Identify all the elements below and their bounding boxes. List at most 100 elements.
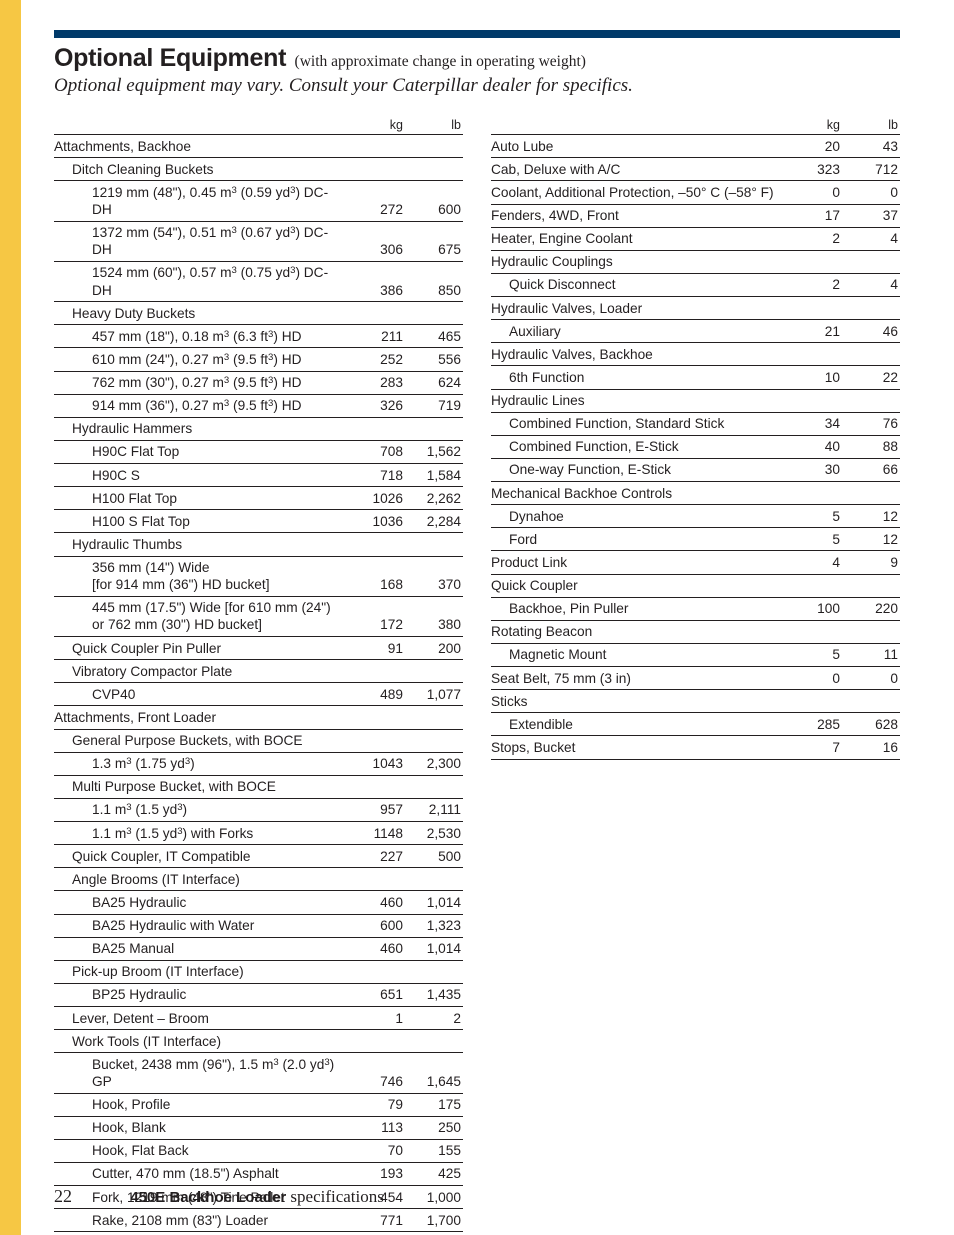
row-lb: 0 <box>842 667 900 690</box>
row-label: 1.1 m3 (1.5 yd3) <box>54 798 347 821</box>
section-subtitle: (with approximate change in operating we… <box>295 53 586 70</box>
table-header-kg: kg <box>347 115 405 135</box>
table-row: 1.1 m3 (1.5 yd3) with Forks11482,530 <box>54 822 463 845</box>
table-row: Dynahoe512 <box>491 505 900 528</box>
row-kg <box>347 302 405 325</box>
table-row: Ditch Cleaning Buckets <box>54 158 463 181</box>
table-row: Quick Coupler <box>491 574 900 597</box>
row-kg: 193 <box>347 1162 405 1185</box>
row-lb: 43 <box>842 135 900 158</box>
table-header-kg: kg <box>784 115 842 135</box>
row-kg <box>784 574 842 597</box>
table-row: Combined Function, Standard Stick3476 <box>491 412 900 435</box>
row-lb: 1,014 <box>405 891 463 914</box>
row-lb <box>842 343 900 366</box>
row-kg: 2 <box>784 227 842 250</box>
right-column: kglbAuto Lube2043Cab, Deluxe with A/C323… <box>491 115 900 1235</box>
row-lb: 76 <box>842 412 900 435</box>
row-lb: 88 <box>842 435 900 458</box>
table-row: Hydraulic Valves, Loader <box>491 297 900 320</box>
row-label: Hydraulic Valves, Backhoe <box>491 343 784 366</box>
row-label: Cab, Deluxe with A/C <box>491 158 784 181</box>
row-kg: 21 <box>784 320 842 343</box>
row-label: Magnetic Mount <box>491 643 784 666</box>
row-kg: 34 <box>784 412 842 435</box>
row-kg <box>347 158 405 181</box>
row-kg: 1036 <box>347 510 405 533</box>
table-row: Quick Coupler, IT Compatible227500 <box>54 845 463 868</box>
table-row: CVP404891,077 <box>54 683 463 706</box>
row-kg <box>347 660 405 683</box>
row-label: Vibratory Compactor Plate <box>54 660 347 683</box>
row-lb: 2,262 <box>405 487 463 510</box>
table-row: Mechanical Backhoe Controls <box>491 482 900 505</box>
table-row: 445 mm (17.5") Wide [for 610 mm (24")or … <box>54 596 463 636</box>
row-label: Quick Coupler <box>491 574 784 597</box>
table-row: Angle Brooms (IT Interface) <box>54 868 463 891</box>
row-label: Bucket, 2438 mm (96"), 1.5 m3 (2.0 yd3) … <box>54 1053 347 1093</box>
row-label: Quick Coupler Pin Puller <box>54 637 347 660</box>
row-label: 914 mm (36"), 0.27 m3 (9.5 ft3) HD <box>54 394 347 417</box>
row-label: Product Link <box>491 551 784 574</box>
row-kg: 460 <box>347 937 405 960</box>
row-lb: 11 <box>842 643 900 666</box>
row-lb: 66 <box>842 458 900 481</box>
row-lb <box>405 302 463 325</box>
row-label: Backhoe, Pin Puller <box>491 597 784 620</box>
table-row: Heavy Duty Buckets <box>54 302 463 325</box>
table-row: 6th Function1022 <box>491 366 900 389</box>
row-label: H100 S Flat Top <box>54 510 347 533</box>
row-lb: 500 <box>405 845 463 868</box>
row-lb: 22 <box>842 366 900 389</box>
table-row: Sticks <box>491 690 900 713</box>
row-kg <box>347 729 405 752</box>
row-lb: 175 <box>405 1093 463 1116</box>
row-kg: 5 <box>784 528 842 551</box>
row-kg: 386 <box>347 261 405 301</box>
row-lb: 465 <box>405 325 463 348</box>
table-row: Hydraulic Couplings <box>491 250 900 273</box>
row-label: Multi Purpose Bucket, with BOCE <box>54 775 347 798</box>
row-label: Rotating Beacon <box>491 620 784 643</box>
row-kg: 70 <box>347 1139 405 1162</box>
table-row: Cutter, 470 mm (18.5") Asphalt193425 <box>54 1162 463 1185</box>
row-label: 1372 mm (54"), 0.51 m3 (0.67 yd3) DC-DH <box>54 221 347 261</box>
row-label: H90C S <box>54 464 347 487</box>
row-label: 445 mm (17.5") Wide [for 610 mm (24")or … <box>54 596 347 636</box>
row-label: H100 Flat Top <box>54 487 347 510</box>
row-lb: 12 <box>842 505 900 528</box>
row-kg: 746 <box>347 1053 405 1093</box>
row-lb: 12 <box>842 528 900 551</box>
row-kg: 5 <box>784 643 842 666</box>
row-label: Work Tools (IT Interface) <box>54 1030 347 1053</box>
row-label: BA25 Manual <box>54 937 347 960</box>
row-kg: 20 <box>784 135 842 158</box>
table-row: Auxiliary2146 <box>491 320 900 343</box>
table-row: 457 mm (18"), 0.18 m3 (6.3 ft3) HD211465 <box>54 325 463 348</box>
table-row: Quick Disconnect24 <box>491 273 900 296</box>
table-header-spacer <box>54 115 347 135</box>
row-label: Ditch Cleaning Buckets <box>54 158 347 181</box>
row-kg <box>347 135 405 158</box>
row-kg <box>347 533 405 556</box>
row-kg <box>784 250 842 273</box>
equipment-table-left: kglbAttachments, BackhoeDitch Cleaning B… <box>54 115 463 1235</box>
row-label: 457 mm (18"), 0.18 m3 (6.3 ft3) HD <box>54 325 347 348</box>
table-row: Product Link49 <box>491 551 900 574</box>
row-kg: 771 <box>347 1209 405 1232</box>
row-kg <box>347 868 405 891</box>
row-lb <box>405 868 463 891</box>
row-lb <box>842 482 900 505</box>
table-row: Heater, Engine Coolant24 <box>491 227 900 250</box>
row-kg: 283 <box>347 371 405 394</box>
row-label: 762 mm (30"), 0.27 m3 (9.5 ft3) HD <box>54 371 347 394</box>
row-label: Hook, Flat Back <box>54 1139 347 1162</box>
row-lb: 250 <box>405 1116 463 1139</box>
table-row: 610 mm (24"), 0.27 m3 (9.5 ft3) HD252556 <box>54 348 463 371</box>
row-label: 356 mm (14") Wide[for 914 mm (36") HD bu… <box>54 556 347 596</box>
table-row: Attachments, Backhoe <box>54 135 463 158</box>
row-kg <box>347 417 405 440</box>
row-lb <box>842 574 900 597</box>
row-lb: 155 <box>405 1139 463 1162</box>
table-row: Backhoe, Pin Puller100220 <box>491 597 900 620</box>
